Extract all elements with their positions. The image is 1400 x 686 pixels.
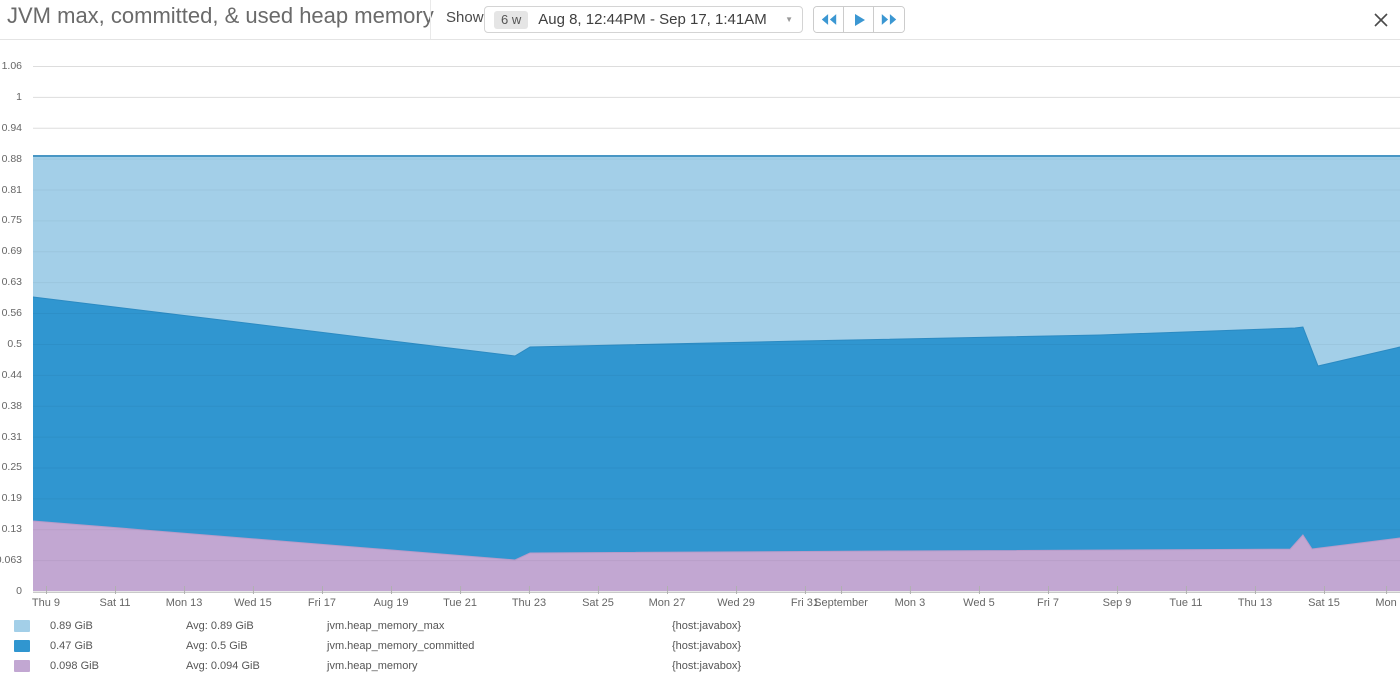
legend-avg-value: Avg: 0.89 GiB bbox=[186, 620, 254, 632]
legend-metric-name: jvm.heap_memory_committed bbox=[327, 640, 475, 652]
chevron-down-icon: ▼ bbox=[785, 15, 793, 24]
timeframe-badge: 6 w bbox=[494, 10, 529, 29]
series-area-jvm.heap_memory_committed bbox=[33, 297, 1400, 591]
y-axis-label: 0.75 bbox=[1, 214, 22, 227]
legend-swatch bbox=[14, 620, 30, 632]
timeframe-dropdown[interactable]: 6 w Aug 8, 12:44PM - Sep 17, 1:41AM ▼ bbox=[484, 6, 803, 33]
x-axis-label: Sat 11 bbox=[99, 597, 131, 609]
legend-avg-value: Avg: 0.5 GiB bbox=[186, 640, 248, 652]
y-axis-label: 0.56 bbox=[1, 307, 22, 320]
y-axis-label: 0.69 bbox=[1, 245, 22, 258]
series-line-jvm.heap_memory bbox=[32, 520, 1400, 561]
y-axis-label: 0.88 bbox=[1, 152, 22, 165]
y-axis-label: 0.38 bbox=[1, 399, 22, 412]
playback-controls bbox=[813, 6, 905, 33]
legend-row[interactable]: 0.098 GiB Avg: 0.094 GiB jvm.heap_memory {h… bbox=[0, 656, 1400, 676]
y-axis-label: 0.19 bbox=[1, 492, 22, 505]
x-axis-label: Mon 3 bbox=[894, 597, 926, 609]
rewind-icon bbox=[821, 14, 836, 25]
legend-swatch bbox=[14, 660, 30, 672]
show-label: Show bbox=[446, 9, 484, 26]
x-axis-label: Fri 17 bbox=[307, 597, 337, 609]
x-axis-label: Thu 13 bbox=[1237, 597, 1273, 609]
x-axis-label: Tue 11 bbox=[1169, 597, 1203, 609]
y-axis: 1.06 1 0.94 0.88 0.81 0.75 0.69 0.63 0.56 0.5 0.44… bbox=[0, 0, 30, 614]
x-axis-label: Wed 15 bbox=[234, 597, 272, 609]
x-axis-label: Fri 7 bbox=[1036, 597, 1059, 609]
y-axis-label: 0.25 bbox=[1, 461, 22, 474]
chart-header: JVM max, committed, & used heap memory S… bbox=[0, 0, 1400, 40]
x-axis-label: Thu 23 bbox=[511, 597, 547, 609]
y-axis-label: 0.5 bbox=[7, 337, 22, 350]
y-axis-label: 0.63 bbox=[1, 276, 22, 289]
legend-current-value: 0.47 GiB bbox=[50, 640, 93, 652]
series-line-jvm.heap_memory_committed bbox=[32, 296, 1400, 367]
legend-scope: {host:javabox} bbox=[672, 620, 742, 632]
rewind-button[interactable] bbox=[814, 7, 844, 32]
y-axis-label: 0.063 bbox=[0, 554, 22, 567]
y-axis-label: 0.81 bbox=[1, 183, 22, 196]
x-axis-label: Fri 31 bbox=[790, 597, 819, 609]
legend-current-value: 0.098 GiB bbox=[50, 660, 99, 672]
x-axis-label: Sat 25 bbox=[582, 597, 614, 609]
x-axis-label: Sat 15 bbox=[1308, 597, 1340, 609]
legend-swatch bbox=[14, 640, 30, 652]
fast-forward-icon bbox=[881, 14, 897, 25]
x-axis-label: Tue 21 bbox=[443, 597, 477, 609]
x-axis-label: Mon 13 bbox=[165, 597, 203, 609]
page-title: JVM max, committed, & used heap memory bbox=[7, 3, 434, 28]
legend-row[interactable]: 0.89 GiB Avg: 0.89 GiB jvm.heap_memory_max… bbox=[0, 616, 1400, 636]
legend-current-value: 0.89 GiB bbox=[50, 620, 93, 632]
x-axis-label: September bbox=[814, 597, 868, 609]
y-axis-label: 0.44 bbox=[1, 368, 22, 381]
x-axis-label: Thu 9 bbox=[31, 597, 61, 609]
header-divider bbox=[430, 0, 431, 39]
close-icon bbox=[1374, 13, 1388, 27]
y-axis-label: 0.31 bbox=[1, 430, 22, 443]
legend-avg-value: Avg: 0.094 GiB bbox=[186, 660, 260, 672]
series-area-jvm.heap_memory bbox=[33, 521, 1400, 591]
y-axis-label: 0.13 bbox=[1, 523, 22, 536]
legend-scope: {host:javabox} bbox=[672, 660, 742, 672]
legend-row[interactable]: 0.47 GiB Avg: 0.5 GiB jvm.heap_memory_comm… bbox=[0, 636, 1400, 656]
x-axis-label: Wed 29 bbox=[717, 597, 755, 609]
y-axis-label: 1.06 bbox=[1, 60, 22, 72]
close-button[interactable] bbox=[1368, 7, 1394, 33]
legend-metric-name: jvm.heap_memory bbox=[327, 660, 418, 672]
x-axis-label: Sep 9 bbox=[1102, 597, 1132, 609]
y-axis-label: 1 bbox=[16, 90, 22, 103]
play-icon bbox=[854, 13, 865, 26]
y-axis-label: 0.94 bbox=[1, 121, 22, 134]
play-button[interactable] bbox=[844, 7, 874, 32]
x-axis-label: Mon bbox=[1375, 597, 1397, 609]
x-axis-label: Wed 5 bbox=[963, 597, 995, 609]
fast-forward-button[interactable] bbox=[874, 7, 904, 32]
legend-metric-name: jvm.heap_memory_max bbox=[327, 620, 445, 632]
timeframe-range-text: Aug 8, 12:44PM - Sep 17, 1:41AM bbox=[538, 11, 767, 28]
x-axis-label: Aug 19 bbox=[373, 597, 409, 609]
legend-scope: {host:javabox} bbox=[672, 640, 742, 652]
x-axis-label: Mon 27 bbox=[648, 597, 686, 609]
y-axis-label: 0 bbox=[16, 585, 22, 597]
chart-legend: 0.89 GiB Avg: 0.89 GiB jvm.heap_memory_max… bbox=[0, 616, 1400, 686]
